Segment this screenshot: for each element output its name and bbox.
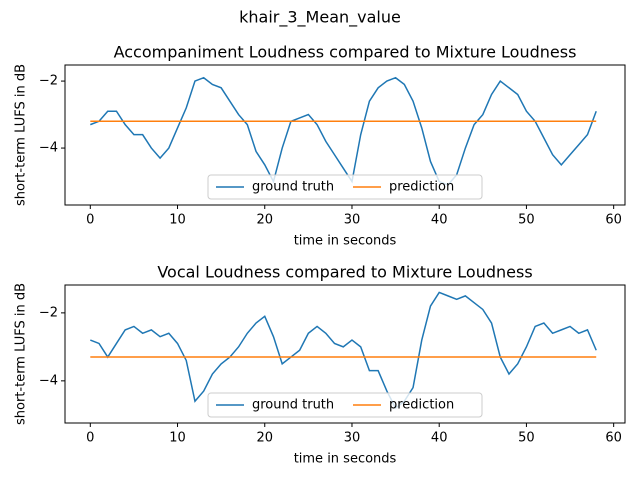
x-tick-label: 10 bbox=[169, 431, 186, 446]
x-tick-label: 50 bbox=[518, 431, 535, 446]
x-axis-label: time in seconds bbox=[294, 452, 397, 467]
x-tick-label: 30 bbox=[344, 431, 361, 446]
y-tick-label: −4 bbox=[39, 141, 58, 156]
legend-label: ground truth bbox=[252, 180, 334, 195]
axes-title: Accompaniment Loudness compared to Mixtu… bbox=[114, 43, 577, 62]
y-tick-label: −2 bbox=[39, 305, 58, 320]
x-tick-label: 20 bbox=[256, 431, 273, 446]
x-tick-label: 0 bbox=[86, 213, 94, 228]
x-tick-label: 10 bbox=[169, 213, 186, 228]
data-line bbox=[90, 76, 597, 186]
y-axis-label: short-term LUFS in dB bbox=[14, 283, 29, 425]
x-tick-label: 0 bbox=[86, 431, 94, 446]
x-tick-label: 30 bbox=[344, 213, 361, 228]
legend-label: ground truth bbox=[252, 398, 334, 413]
x-tick-label: 60 bbox=[605, 431, 622, 446]
figure-title: khair_3_Mean_value bbox=[239, 8, 401, 28]
legend-label: prediction bbox=[389, 398, 454, 413]
x-tick-label: 40 bbox=[431, 213, 448, 228]
legend-box bbox=[207, 392, 483, 418]
axes-title: Vocal Loudness compared to Mixture Loudn… bbox=[157, 263, 532, 282]
y-axis-label: short-term LUFS in dB bbox=[14, 64, 29, 206]
axes-frame bbox=[64, 284, 626, 424]
x-tick-label: 40 bbox=[431, 431, 448, 446]
legend-label: prediction bbox=[389, 180, 454, 195]
x-tick-label: 20 bbox=[256, 213, 273, 228]
y-tick-label: −4 bbox=[39, 373, 58, 388]
x-axis-label: time in seconds bbox=[294, 234, 397, 249]
x-tick-label: 60 bbox=[605, 213, 622, 228]
axes-frame bbox=[64, 64, 626, 206]
y-tick-label: −2 bbox=[39, 74, 58, 89]
data-line bbox=[90, 291, 597, 410]
legend-box bbox=[207, 174, 483, 200]
x-tick-label: 50 bbox=[518, 213, 535, 228]
